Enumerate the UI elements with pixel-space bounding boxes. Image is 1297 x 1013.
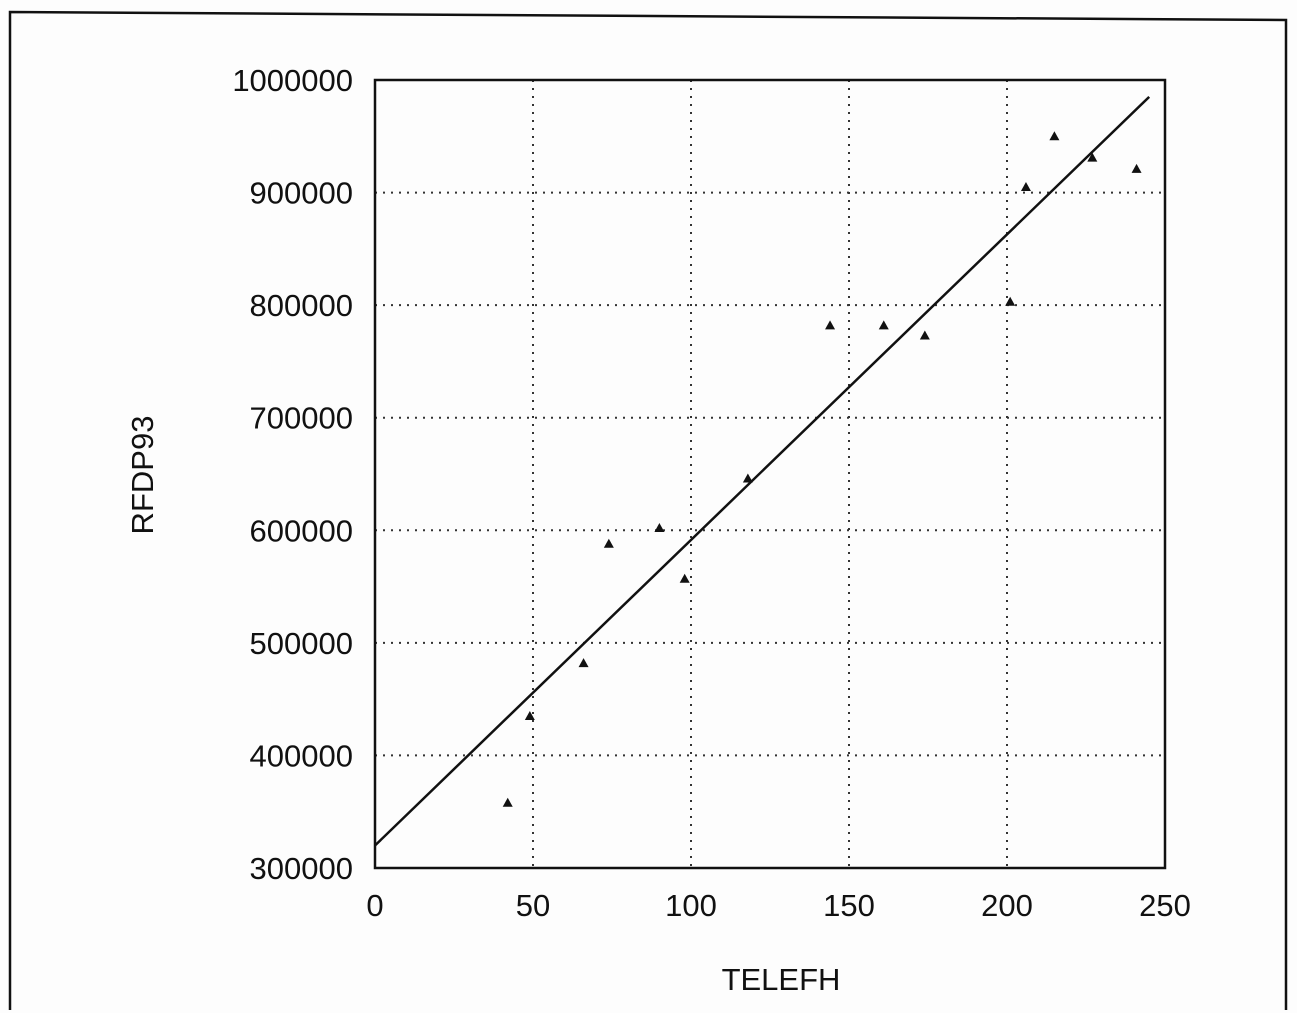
page-frame bbox=[8, 10, 1288, 1010]
data-point bbox=[919, 330, 930, 340]
x-tick-label: 0 bbox=[366, 888, 383, 923]
regression-line bbox=[374, 95, 1151, 847]
data-point bbox=[524, 711, 535, 721]
data-point bbox=[1087, 152, 1098, 162]
x-tick-label: 250 bbox=[1139, 888, 1191, 923]
y-tick-label: 600000 bbox=[250, 513, 353, 548]
data-point bbox=[654, 523, 665, 533]
x-tick-label: 150 bbox=[823, 888, 875, 923]
y-tick-label: 900000 bbox=[250, 176, 353, 211]
data-points bbox=[502, 131, 1142, 807]
y-axis-ticks: 300000 400000 500000 600000 700000 800000 9000… bbox=[232, 63, 353, 886]
data-point bbox=[502, 797, 513, 807]
data-point bbox=[603, 538, 614, 548]
data-point bbox=[742, 473, 753, 483]
x-tick-label: 100 bbox=[665, 888, 717, 923]
grid bbox=[375, 80, 1165, 868]
data-point bbox=[1020, 181, 1031, 191]
data-point bbox=[1131, 163, 1142, 173]
x-tick-label: 200 bbox=[981, 888, 1033, 923]
y-tick-label: 500000 bbox=[250, 626, 353, 661]
y-tick-label: 800000 bbox=[250, 288, 353, 323]
data-point bbox=[679, 573, 690, 583]
y-tick-label: 300000 bbox=[250, 851, 353, 886]
data-point bbox=[578, 658, 589, 668]
y-tick-label: 400000 bbox=[250, 738, 353, 773]
data-point bbox=[825, 320, 836, 330]
plot-area-frame bbox=[373, 78, 1167, 870]
x-tick-label: 50 bbox=[516, 888, 550, 923]
data-point bbox=[1005, 296, 1016, 306]
y-tick-label: 700000 bbox=[250, 401, 353, 436]
data-point bbox=[1049, 131, 1060, 141]
data-point bbox=[878, 320, 889, 330]
x-axis-ticks: 0 50 100 150 200 250 bbox=[366, 888, 1190, 923]
y-tick-label: 1000000 bbox=[232, 63, 353, 98]
y-axis-title: RFDP93 bbox=[125, 416, 160, 535]
x-axis-title: TELEFH bbox=[722, 962, 841, 997]
